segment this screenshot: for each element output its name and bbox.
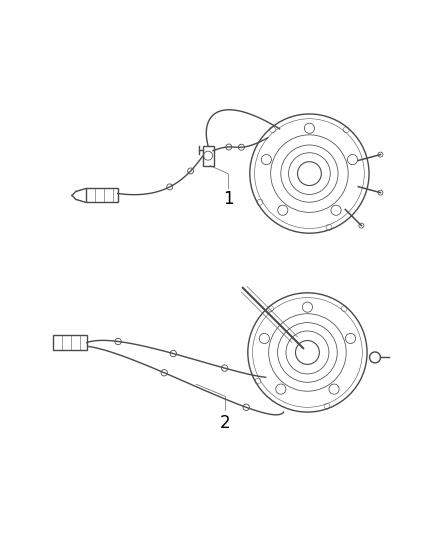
Text: 1: 1 <box>223 190 233 208</box>
Bar <box>86 188 118 203</box>
Circle shape <box>359 223 364 228</box>
Circle shape <box>378 190 383 195</box>
Text: 2: 2 <box>219 414 230 432</box>
Bar <box>53 335 87 351</box>
Bar <box>203 146 214 166</box>
Circle shape <box>378 152 383 157</box>
